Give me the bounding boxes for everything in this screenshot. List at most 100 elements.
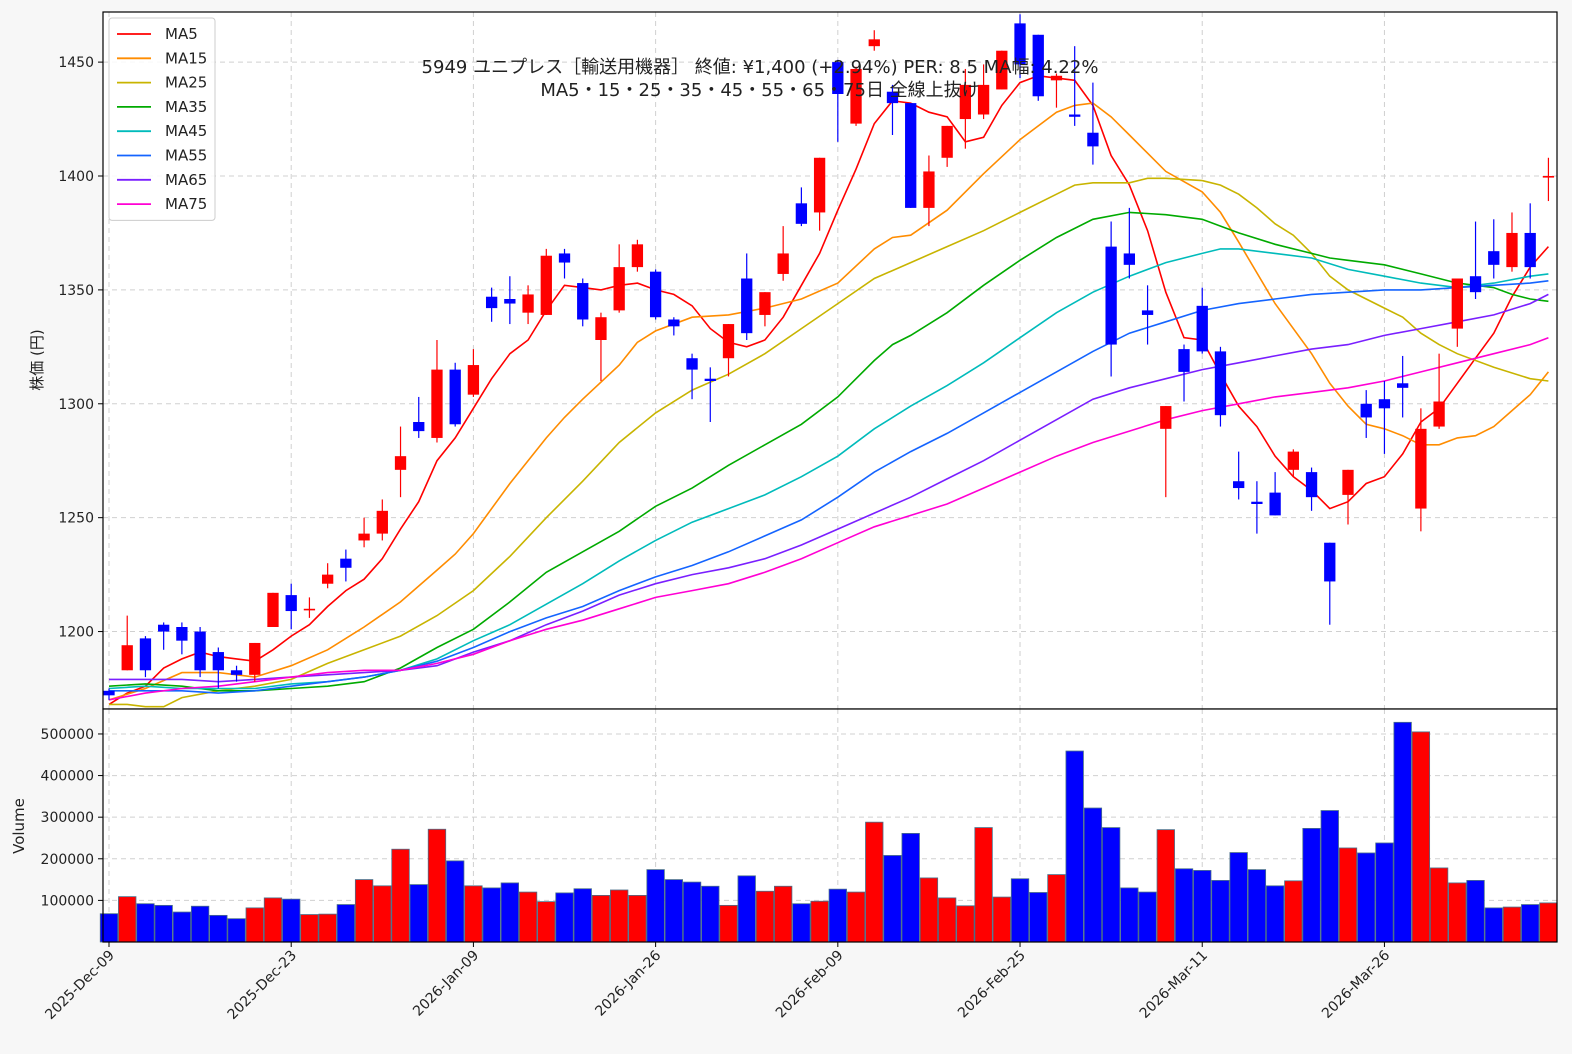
candle-body: [722, 324, 735, 359]
candle: [1069, 46, 1081, 126]
volume-bar: [263, 897, 283, 943]
candle: [722, 324, 735, 377]
candle: [230, 665, 243, 682]
volume-bar: [1120, 887, 1139, 943]
candle-body: [795, 203, 808, 224]
candle: [959, 68, 972, 149]
candle: [686, 353, 698, 400]
candle: [1342, 469, 1354, 525]
candle: [1542, 157, 1555, 202]
ma-line-ma65: [109, 293, 1549, 683]
volume-bar: [846, 891, 866, 943]
volume-bar: [1448, 882, 1467, 943]
volume-bar: [172, 911, 192, 943]
volume-bar: [1338, 847, 1358, 943]
ma-line-ma55: [109, 280, 1549, 694]
volume-bar: [1156, 829, 1175, 943]
x-axis-ticks: 2025-Dec-09 2025-Dec-23 2026-Jan-09 2026-Ja…: [42, 942, 1393, 1023]
price-y-axis-label: 株価 (円): [28, 329, 46, 390]
candle: [1506, 212, 1518, 272]
candle: [1105, 221, 1117, 377]
candle: [595, 312, 607, 381]
candle-body: [1360, 403, 1372, 418]
candle-body: [1105, 246, 1117, 345]
legend-label-ma55: MA55: [165, 147, 207, 165]
candle: [176, 622, 188, 655]
candle-body: [504, 299, 516, 304]
x-tick-label: 2026-Mar-26: [1319, 947, 1393, 1021]
candle: [212, 647, 224, 689]
volume-panel: 100000 200000 300000 400000 500000 Volume 20…: [10, 708, 1558, 1023]
candle: [340, 549, 352, 582]
candle-body: [121, 645, 133, 671]
volume-bar: [555, 892, 574, 943]
candle-body: [394, 456, 407, 470]
volume-bar: [1065, 750, 1084, 943]
candle-body: [267, 592, 279, 627]
volume-bar: [1211, 880, 1230, 943]
candle: [832, 59, 844, 142]
candle: [704, 367, 716, 422]
candle-body: [431, 369, 443, 438]
volume-bar: [1247, 869, 1267, 943]
ma-line-ma25: [109, 177, 1549, 708]
x-tick-label: 2026-Mar-11: [1137, 948, 1211, 1022]
candle-body: [1032, 34, 1044, 97]
candle-body: [704, 378, 716, 381]
volume-bar: [391, 848, 410, 943]
candle-body: [176, 627, 188, 641]
candle: [485, 287, 498, 322]
candle-body: [668, 319, 680, 327]
candle-body: [1324, 542, 1336, 582]
candle-body: [413, 422, 425, 432]
candle: [1251, 481, 1263, 534]
candle: [905, 103, 917, 208]
price-tick-label: 1400: [58, 169, 94, 185]
volume-bar: [573, 888, 592, 943]
candle-body: [230, 670, 243, 675]
candle: [285, 583, 297, 630]
candle: [649, 269, 662, 320]
candle: [1451, 278, 1463, 347]
candle-body: [158, 624, 170, 632]
chart-title: 5949 ユニプレス［輸送用機器］ 終値: ¥1,400 (+2.94%) PE…: [422, 57, 1099, 101]
candle: [795, 187, 808, 227]
candle: [431, 340, 443, 443]
volume-tick-label: 500000: [41, 727, 94, 743]
candle: [376, 499, 388, 541]
volume-bar: [1429, 867, 1449, 943]
volume-bar: [810, 900, 829, 943]
volume-bar: [919, 877, 939, 943]
candle-body: [285, 595, 297, 612]
candle-body: [1488, 251, 1500, 265]
volume-bar: [1393, 721, 1412, 943]
candle: [1433, 353, 1445, 429]
volume-bar: [318, 913, 337, 943]
candle-body: [1087, 132, 1099, 147]
candle: [886, 84, 899, 135]
volume-bar: [537, 901, 556, 943]
volume-bar: [1320, 810, 1339, 943]
candle-body: [1506, 232, 1518, 268]
candle: [1378, 381, 1391, 454]
ma-line-ma35: [108, 211, 1549, 692]
candle-body: [613, 267, 625, 311]
volume-bar: [300, 914, 319, 943]
price-panel: 1200 1250 1300 1350 1400 1450 株価 (円): [28, 11, 1558, 710]
candle-body: [522, 294, 534, 313]
candle: [1196, 287, 1208, 354]
candle-body: [321, 574, 334, 584]
legend-label-ma35: MA35: [165, 98, 207, 116]
legend-label-ma25: MA25: [165, 74, 207, 92]
volume-bar: [1229, 852, 1248, 943]
candle: [303, 597, 316, 618]
volume-bar: [1265, 885, 1285, 943]
candle-body: [631, 244, 644, 268]
volume-bar: [792, 903, 811, 943]
candle-body: [340, 558, 352, 568]
candle: [1214, 346, 1227, 427]
candle: [1524, 203, 1536, 279]
candle-body: [959, 84, 972, 120]
volume-bars: [99, 721, 1558, 943]
